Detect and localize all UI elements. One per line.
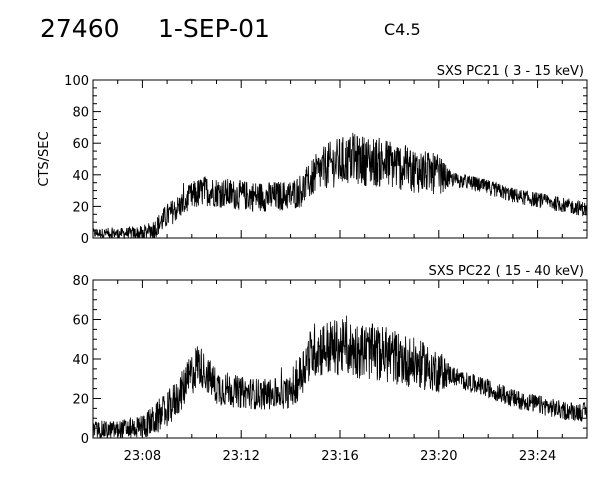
series-line-1	[92, 315, 588, 439]
y-tick-label: 40	[72, 353, 89, 368]
series-line-1	[92, 132, 588, 240]
y-tick-label: 100	[64, 74, 89, 89]
event-id: 27460	[40, 14, 120, 43]
chart-title: SXS PC21 ( 3 - 15 keV)	[437, 64, 584, 79]
y-axis-label: CTS/SEC	[37, 131, 52, 186]
chart-title: SXS PC22 ( 15 - 40 keV)	[428, 264, 584, 279]
x-tick-label: 23:12	[222, 449, 259, 464]
y-tick-label: 60	[72, 137, 89, 152]
x-tick-label: 23:20	[420, 449, 457, 464]
y-tick-label: 20	[72, 200, 89, 215]
x-tick-label: 23:24	[519, 449, 556, 464]
flare-class: C4.5	[384, 20, 421, 39]
y-tick-label: 40	[72, 169, 89, 184]
x-tick-label: 23:08	[124, 449, 161, 464]
y-tick-label: 0	[81, 232, 89, 247]
y-tick-label: 0	[81, 432, 89, 447]
chart-panel-2: SXS PC22 ( 15 - 40 keV) 0 20 40 60 80 23:08 23:…	[72, 264, 588, 464]
event-date: 1-SEP-01	[158, 14, 270, 43]
x-tick-label: 23:16	[321, 449, 358, 464]
y-tick-label: 60	[72, 314, 89, 329]
y-tick-label: 80	[72, 106, 89, 121]
chart-panel-1: SXS PC21 ( 3 - 15 keV) CTS/SEC 0 20 40 60 80 10…	[37, 64, 588, 247]
y-tick-label: 20	[72, 393, 89, 408]
y-tick-label: 80	[72, 274, 89, 289]
